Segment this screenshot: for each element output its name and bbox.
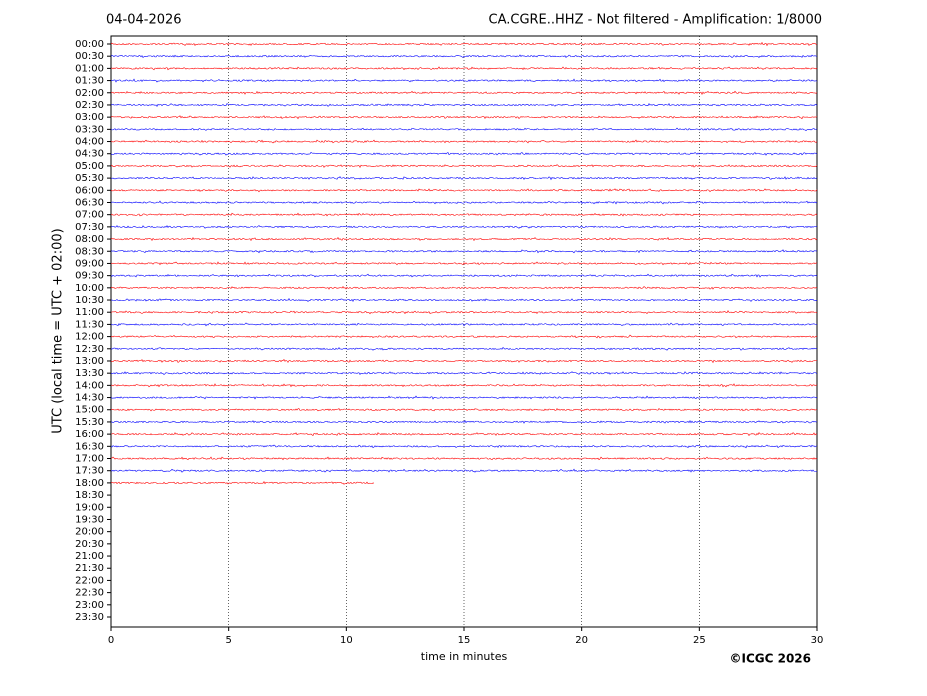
y-tick-label: 19:00 — [75, 502, 104, 513]
y-tick-label: 15:00 — [75, 405, 104, 416]
y-tick-label: 01:30 — [75, 76, 104, 87]
y-axis-label: UTC (local time = UTC + 02:00) — [51, 228, 66, 433]
y-tick-label: 22:30 — [75, 588, 104, 599]
trace — [110, 237, 818, 242]
x-tick-label: 20 — [575, 635, 588, 646]
trace — [110, 164, 818, 168]
y-tick-label: 08:00 — [75, 234, 104, 245]
y-tick-label: 04:00 — [75, 137, 104, 148]
chart-date: 04-04-2026 — [106, 13, 182, 28]
trace — [110, 66, 818, 71]
trace — [110, 212, 818, 217]
y-tick-label: 17:00 — [75, 454, 104, 465]
trace — [110, 359, 818, 364]
y-tick-label: 21:30 — [75, 563, 104, 574]
trace — [110, 176, 818, 181]
y-tick-label: 20:30 — [75, 539, 104, 550]
trace — [110, 127, 818, 132]
y-tick-label: 05:30 — [75, 173, 104, 184]
y-tick-label: 14:30 — [75, 393, 104, 404]
trace — [110, 334, 818, 339]
x-tick-label: 0 — [108, 635, 114, 646]
y-tick-label: 06:30 — [75, 197, 104, 208]
y-tick-label: 08:30 — [75, 246, 104, 257]
y-tick-label: 22:00 — [75, 575, 104, 586]
y-tick-label: 09:00 — [75, 258, 104, 269]
y-tick-label: 02:30 — [75, 100, 104, 111]
y-tick-label: 16:30 — [75, 441, 104, 452]
y-tick-label: 13:00 — [75, 356, 104, 367]
x-tick-label: 10 — [340, 635, 353, 646]
y-tick-label: 12:30 — [75, 344, 104, 355]
trace — [110, 407, 818, 412]
trace — [110, 322, 818, 327]
y-tick-label: 01:00 — [75, 63, 104, 74]
trace — [110, 225, 818, 229]
y-tick-label: 14:00 — [75, 380, 104, 391]
y-tick-label: 19:30 — [75, 514, 104, 525]
trace — [110, 383, 818, 388]
chart-title: CA.CGRE..HHZ - Not filtered - Amplificat… — [489, 13, 823, 28]
y-tick-label: 07:30 — [75, 222, 104, 233]
trace — [110, 273, 818, 278]
trace — [110, 395, 818, 400]
trace — [110, 432, 818, 437]
trace — [110, 298, 818, 303]
y-tick-label: 15:30 — [75, 417, 104, 428]
y-tick-label: 10:00 — [75, 283, 104, 294]
y-tick-label: 11:30 — [75, 319, 104, 330]
trace — [110, 102, 818, 108]
trace — [110, 468, 818, 473]
trace — [110, 151, 818, 156]
trace — [110, 371, 818, 375]
y-tick-label: 11:00 — [75, 307, 104, 318]
trace — [110, 444, 818, 449]
y-tick-label: 13:30 — [75, 368, 104, 379]
trace — [110, 188, 818, 193]
trace — [110, 456, 818, 461]
plot-frame — [110, 35, 818, 628]
trace — [110, 78, 818, 83]
credit: ©ICGC 2026 — [729, 652, 811, 666]
y-tick-label: 17:30 — [75, 466, 104, 477]
trace — [110, 41, 818, 47]
trace — [110, 139, 818, 144]
y-tick-label: 20:00 — [75, 527, 104, 538]
trace — [110, 481, 375, 485]
y-tick-label: 12:00 — [75, 332, 104, 343]
y-tick-label: 00:00 — [75, 39, 104, 50]
trace — [110, 115, 818, 120]
y-tick-label: 10:30 — [75, 295, 104, 306]
y-tick-label: 03:30 — [75, 124, 104, 135]
trace — [110, 200, 818, 205]
trace — [110, 285, 818, 290]
y-tick-label: 23:30 — [75, 612, 104, 623]
y-tick-label: 16:00 — [75, 429, 104, 440]
y-tick-label: 06:00 — [75, 185, 104, 196]
x-tick-label: 25 — [693, 635, 706, 646]
x-tick-label: 5 — [225, 635, 231, 646]
trace — [110, 90, 818, 95]
y-tick-label: 21:00 — [75, 551, 104, 562]
y-tick-label: 02:00 — [75, 88, 104, 99]
y-tick-label: 07:00 — [75, 210, 104, 221]
y-tick-label: 18:30 — [75, 490, 104, 501]
y-tick-label: 00:30 — [75, 51, 104, 62]
trace — [110, 54, 818, 59]
trace — [110, 346, 818, 351]
x-tick-label: 15 — [458, 635, 471, 646]
trace — [110, 249, 818, 254]
trace — [110, 310, 818, 315]
trace — [110, 419, 818, 424]
trace — [110, 261, 818, 266]
y-tick-label: 18:00 — [75, 478, 104, 489]
x-axis-label: time in minutes — [421, 650, 508, 663]
y-tick-label: 23:00 — [75, 600, 104, 611]
y-tick-label: 05:00 — [75, 161, 104, 172]
y-tick-label: 09:30 — [75, 271, 104, 282]
y-tick-label: 03:00 — [75, 112, 104, 123]
y-tick-label: 04:30 — [75, 149, 104, 160]
x-tick-label: 30 — [811, 635, 824, 646]
